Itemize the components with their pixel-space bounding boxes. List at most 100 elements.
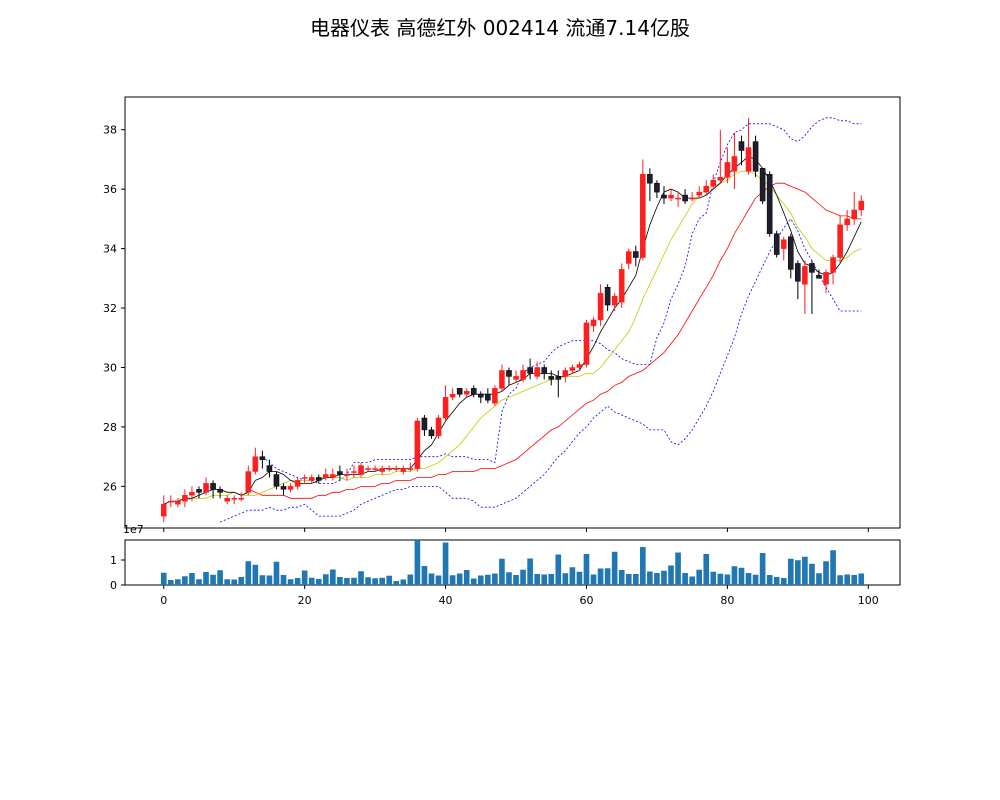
volume-bar <box>823 561 829 585</box>
volume-bar <box>379 577 385 585</box>
volume-bar <box>738 567 745 585</box>
x-tick-label: 20 <box>298 594 312 607</box>
candle-body <box>788 236 794 270</box>
volume-bar <box>210 574 216 585</box>
candle-body <box>773 233 780 255</box>
candle-body <box>287 486 294 490</box>
candle-body <box>752 141 759 172</box>
candle-body <box>823 272 829 285</box>
volume-bar <box>301 570 308 585</box>
volume-bar <box>731 566 738 585</box>
candle-body <box>449 393 456 398</box>
candle-body <box>273 474 280 487</box>
volume-bar <box>358 571 364 585</box>
candle-body <box>344 474 350 476</box>
volume-bar <box>259 575 266 585</box>
volume-bar <box>252 564 259 585</box>
candle-body <box>217 489 223 493</box>
candle-body <box>851 209 857 220</box>
price-y-tick-label: 32 <box>103 302 117 315</box>
candle-body <box>210 483 216 490</box>
volume-bar <box>421 566 428 585</box>
volume-bar <box>344 578 350 585</box>
volume-bar <box>632 574 639 585</box>
volume-bar <box>407 574 414 585</box>
candle-body <box>280 486 287 490</box>
candle-body <box>717 177 724 181</box>
volume-bar <box>224 579 230 585</box>
volume-bar <box>618 570 625 585</box>
volume-bar <box>266 575 273 585</box>
boll-upper-line <box>262 117 862 484</box>
volume-bar <box>590 574 597 585</box>
candle-body <box>668 194 674 199</box>
volume-bar <box>858 573 865 585</box>
candle-body <box>421 417 428 431</box>
price-panel: 26 28 30 32 34 36 38 <box>103 96 901 532</box>
candle-body <box>400 468 407 472</box>
volume-bar <box>654 573 660 585</box>
candle-body <box>682 194 688 202</box>
volume-bar <box>766 575 773 585</box>
candle-body <box>379 468 385 472</box>
volume-bar <box>668 565 674 585</box>
volume-bar <box>167 580 174 585</box>
volume-bar <box>217 570 223 585</box>
volume-bar <box>816 573 822 585</box>
candle-body <box>259 456 266 460</box>
candle-body <box>816 275 822 279</box>
volume-bar <box>372 578 378 585</box>
candle-body <box>442 396 449 419</box>
candle-body <box>809 263 815 273</box>
candle-body <box>527 367 533 374</box>
volume-bar <box>555 554 562 585</box>
price-y-tick-label: 36 <box>103 183 117 196</box>
candle-body <box>266 465 273 472</box>
ma5-line <box>163 155 862 505</box>
candle-body <box>435 417 442 437</box>
candle-body <box>759 168 766 202</box>
volume-bar <box>435 575 442 585</box>
candle-body <box>731 156 738 172</box>
candle-body <box>245 471 252 493</box>
volume-bar <box>393 581 400 585</box>
volume-bar <box>682 573 688 585</box>
volume-bar <box>541 574 548 585</box>
candle-body <box>365 468 371 470</box>
volume-bar <box>280 575 287 585</box>
candle-body <box>196 489 202 493</box>
volume-bar <box>795 560 801 585</box>
volume-bar <box>696 569 703 585</box>
candle-body <box>520 370 526 380</box>
candle-body <box>492 388 498 404</box>
candle-body <box>175 500 181 505</box>
volume-scale-label: 1e7 <box>123 523 144 536</box>
candle-body <box>576 364 583 368</box>
candle-body <box>633 251 639 258</box>
candle-body <box>611 295 618 306</box>
candle-body <box>203 483 209 493</box>
volume-bar <box>499 558 505 585</box>
candle-body <box>689 197 695 200</box>
volume-bar <box>160 572 167 585</box>
volume-bar <box>189 573 195 585</box>
candle-body <box>182 495 188 502</box>
volume-bar <box>661 570 667 585</box>
candle-body <box>696 191 702 196</box>
price-y-tick-label: 28 <box>103 421 117 434</box>
volume-bar <box>710 571 717 585</box>
candle-body <box>534 367 540 377</box>
price-y-tick-label: 26 <box>103 480 117 493</box>
volume-bar <box>562 573 569 585</box>
candle-body <box>330 474 336 478</box>
candle-body <box>337 471 343 475</box>
candle-body <box>780 239 787 249</box>
volume-bar <box>442 542 449 585</box>
volume-bar <box>315 579 322 585</box>
candle-body <box>485 393 491 401</box>
volume-bar <box>802 556 808 585</box>
candle-body <box>548 376 555 380</box>
candle-body <box>590 319 597 327</box>
x-tick-label: 60 <box>579 594 593 607</box>
